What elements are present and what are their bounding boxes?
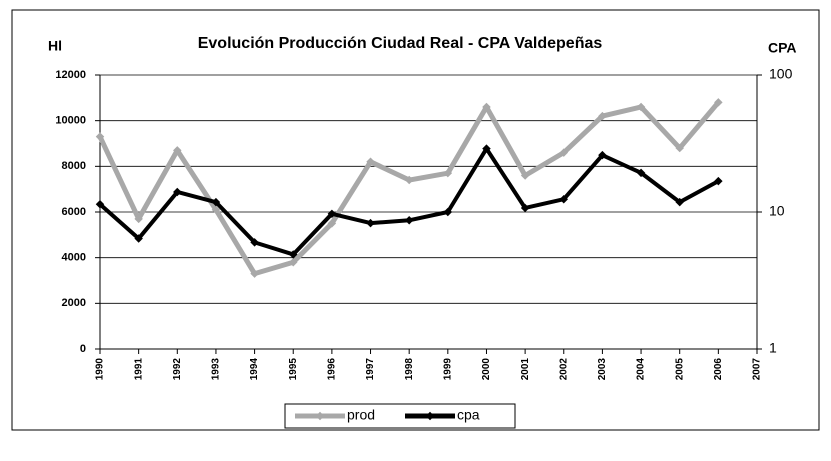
x-tick-label: 2004: [636, 358, 647, 381]
y-tick-label: 0: [80, 343, 86, 355]
x-tick-label: 2005: [674, 358, 685, 381]
y-axis-label: Hl: [48, 38, 62, 54]
marker: [211, 205, 221, 214]
x-tick-label: 2001: [520, 358, 531, 381]
x-tick-label: 2002: [558, 358, 569, 381]
x-tick-label: 1992: [172, 358, 183, 381]
marker: [288, 257, 298, 267]
marker: [366, 218, 375, 228]
y-tick-label: 6000: [62, 206, 86, 218]
marker: [288, 250, 298, 259]
y-tick-label: 8000: [62, 160, 86, 172]
x-tick-label: 2007: [752, 358, 763, 381]
marker: [482, 144, 491, 153]
marker: [95, 132, 105, 141]
y-tick-label: 4000: [62, 252, 86, 264]
x-tick-label: 1998: [404, 358, 415, 381]
marker: [134, 214, 143, 224]
marker: [443, 207, 453, 217]
marker: [134, 234, 143, 243]
x-tick-label: 1996: [327, 358, 338, 381]
y2-axis-label: CPA: [768, 40, 797, 56]
marker: [250, 238, 259, 247]
chart-title: Evolución Producción Ciudad Real - CPA V…: [198, 35, 603, 52]
y2-tick-label: 10: [769, 203, 785, 219]
marker: [482, 102, 491, 112]
x-tick-label: 1997: [365, 358, 376, 381]
marker: [366, 157, 375, 167]
marker: [250, 269, 259, 278]
marker: [327, 209, 337, 219]
x-tick-label: 1995: [288, 358, 299, 381]
marker: [95, 199, 105, 209]
marker: [211, 197, 221, 207]
legend-label: cpa: [457, 407, 480, 423]
y2-tick-label: 100: [769, 66, 793, 82]
legend-label: prod: [347, 407, 375, 423]
marker: [327, 219, 337, 228]
y-tick-label: 2000: [62, 297, 86, 309]
marker: [404, 175, 414, 185]
x-tick-label: 2000: [481, 358, 492, 381]
x-tick-label: 2003: [597, 358, 608, 381]
y-tick-label: 10000: [55, 115, 86, 127]
y-tick-label: 12000: [55, 69, 86, 81]
x-tick-label: 1999: [442, 358, 453, 381]
marker: [173, 187, 182, 197]
legend-marker: [425, 411, 435, 421]
x-tick-label: 2006: [713, 358, 724, 381]
marker: [443, 168, 453, 178]
marker: [173, 146, 182, 155]
x-tick-label: 1994: [249, 358, 260, 381]
y2-tick-label: 1: [769, 340, 777, 356]
marker: [404, 216, 414, 225]
x-tick-label: 1991: [133, 358, 144, 381]
x-tick-label: 1990: [95, 358, 106, 381]
legend-marker: [315, 411, 325, 421]
x-tick-label: 1993: [211, 358, 222, 381]
